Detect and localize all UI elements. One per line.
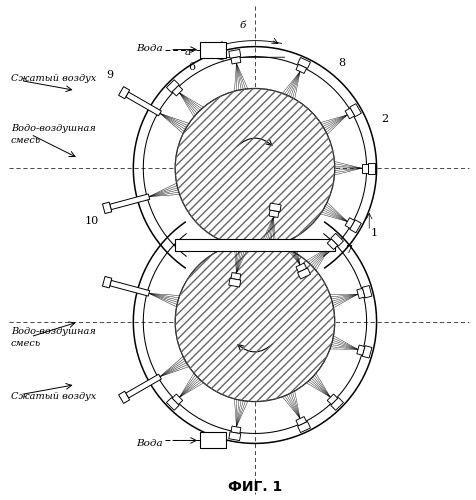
Text: 1: 1 [369, 228, 377, 238]
Polygon shape [126, 92, 161, 116]
Text: Вода: Вода [136, 44, 163, 53]
Polygon shape [119, 392, 129, 404]
Polygon shape [344, 218, 354, 228]
Text: смесь: смесь [10, 339, 41, 348]
Polygon shape [349, 104, 360, 117]
Circle shape [175, 88, 334, 248]
Polygon shape [119, 86, 129, 99]
Text: 7: 7 [344, 245, 351, 255]
Polygon shape [362, 346, 371, 358]
Polygon shape [102, 202, 111, 213]
Bar [200, 42, 226, 58]
Polygon shape [295, 64, 306, 74]
Text: Водо-воздушная: Водо-воздушная [10, 124, 95, 133]
Polygon shape [230, 272, 240, 280]
Polygon shape [344, 108, 354, 119]
Polygon shape [297, 422, 310, 432]
Polygon shape [166, 398, 179, 410]
Circle shape [175, 242, 334, 402]
Text: ФИГ. 1: ФИГ. 1 [228, 480, 281, 494]
Text: 8: 8 [337, 58, 345, 68]
Polygon shape [268, 203, 280, 212]
Polygon shape [230, 426, 240, 434]
Text: 9: 9 [106, 70, 113, 80]
Polygon shape [367, 163, 374, 173]
Text: 10: 10 [84, 216, 99, 226]
Text: 6: 6 [188, 62, 195, 72]
Polygon shape [327, 239, 337, 250]
Polygon shape [166, 80, 179, 92]
Polygon shape [126, 374, 161, 398]
Polygon shape [295, 416, 306, 426]
Polygon shape [268, 210, 278, 218]
Text: б: б [239, 20, 246, 30]
Polygon shape [362, 286, 371, 298]
Polygon shape [330, 234, 343, 246]
Polygon shape [230, 56, 240, 64]
Bar [200, 432, 226, 448]
Text: Вода: Вода [136, 439, 163, 448]
Polygon shape [172, 86, 182, 96]
Polygon shape [228, 432, 240, 440]
Text: Сжатый воздух: Сжатый воздух [10, 74, 96, 83]
Polygon shape [109, 280, 149, 296]
Polygon shape [361, 164, 367, 172]
Text: смесь: смесь [10, 136, 41, 145]
Polygon shape [109, 194, 149, 210]
Text: Сжатый воздух: Сжатый воздух [10, 392, 96, 401]
Polygon shape [349, 220, 360, 233]
Text: 2: 2 [381, 114, 388, 124]
Polygon shape [356, 288, 364, 298]
Polygon shape [297, 58, 310, 68]
Polygon shape [102, 276, 111, 288]
Polygon shape [356, 345, 364, 356]
Polygon shape [330, 398, 343, 410]
Polygon shape [327, 394, 337, 404]
Polygon shape [295, 263, 306, 272]
Polygon shape [228, 50, 240, 58]
Polygon shape [172, 394, 182, 404]
Polygon shape [297, 268, 310, 279]
Text: а: а [185, 48, 191, 56]
Text: Водо-воздушная: Водо-воздушная [10, 328, 95, 336]
Polygon shape [228, 278, 240, 287]
Bar [175, 238, 334, 252]
